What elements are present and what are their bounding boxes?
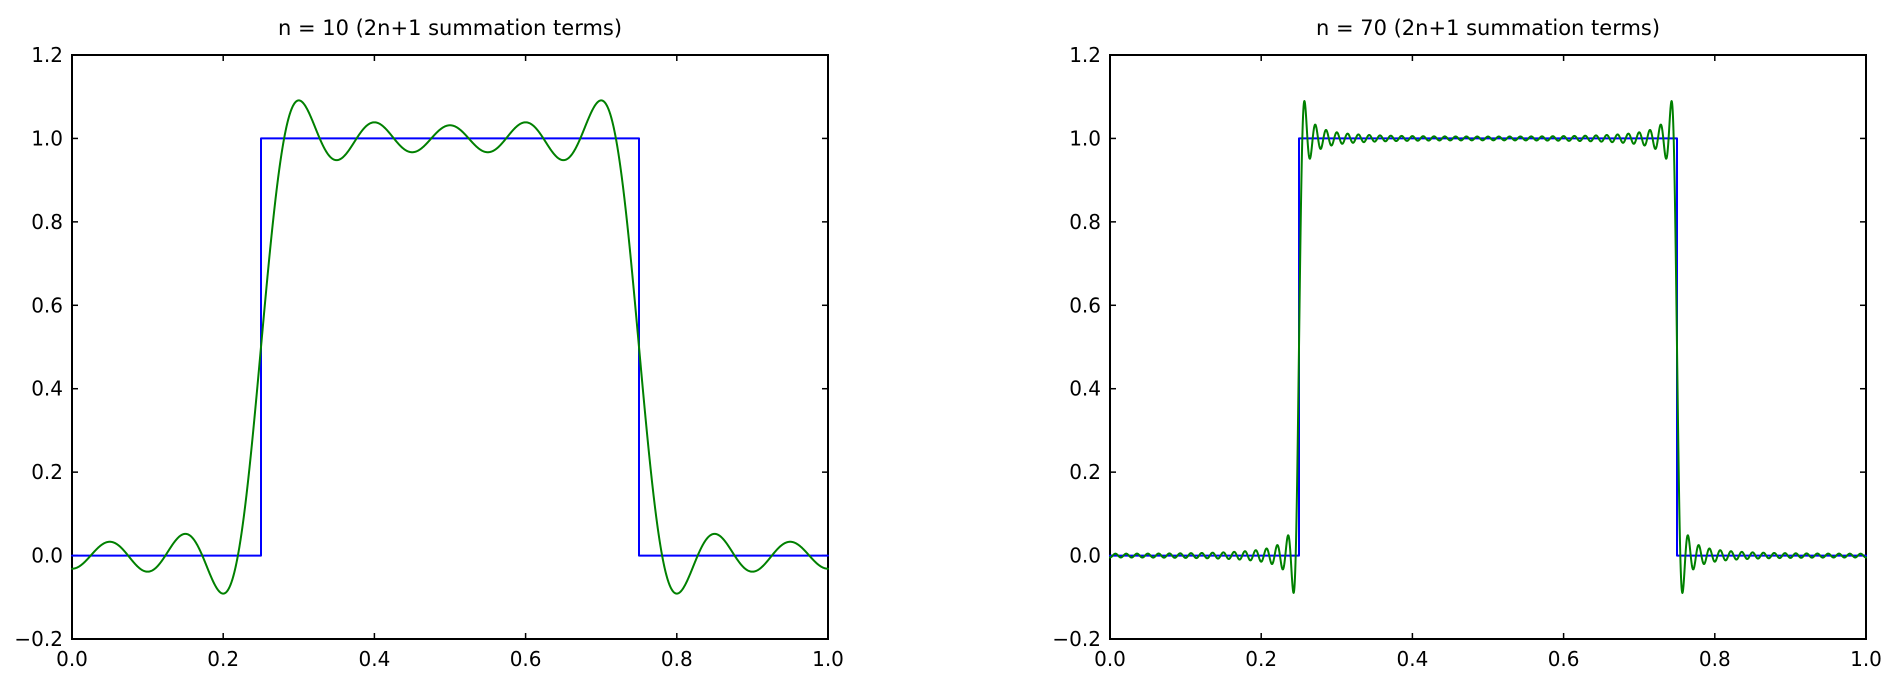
x-tick-label: 0.0 xyxy=(56,647,88,671)
x-tick-label: 0.8 xyxy=(1699,647,1731,671)
y-tick-label: 0.6 xyxy=(1069,293,1101,317)
fourier-partial-sum-line xyxy=(1109,100,1867,594)
fourier-partial-sum-line xyxy=(71,99,829,595)
x-tick-label: 0.0 xyxy=(1094,647,1126,671)
y-tick-label: 0.4 xyxy=(31,377,63,401)
y-tick-label: 1.2 xyxy=(1069,43,1101,67)
y-tick-label: 0.8 xyxy=(1069,210,1101,234)
x-tick-label: 0.8 xyxy=(661,647,693,671)
plot-frame xyxy=(1109,54,1867,640)
x-tick-label: 0.2 xyxy=(207,647,239,671)
y-tick-label: 0.0 xyxy=(31,544,63,568)
x-tick-label: 0.4 xyxy=(1396,647,1428,671)
square-wave-line xyxy=(71,137,829,557)
y-tick-label: 0.6 xyxy=(31,293,63,317)
y-tick-label: −0.2 xyxy=(14,627,63,651)
y-tick-label: 0.0 xyxy=(1069,544,1101,568)
x-tick-label: 1.0 xyxy=(1850,647,1882,671)
x-tick-label: 0.4 xyxy=(358,647,390,671)
left-plot: 0.0 0.2 0.4 0.6 0.8 1.0−0.20.00.20.40.60.81.0… xyxy=(14,43,843,671)
x-tick-label: 0.6 xyxy=(510,647,542,671)
x-tick-label: 0.6 xyxy=(1548,647,1580,671)
y-tick-label: 0.8 xyxy=(31,210,63,234)
y-tick-label: 1.2 xyxy=(31,43,63,67)
x-tick-label: 1.0 xyxy=(812,647,844,671)
y-tick-label: 0.2 xyxy=(31,460,63,484)
y-tick-label: 1.0 xyxy=(1069,126,1101,150)
y-tick-label: 0.4 xyxy=(1069,377,1101,401)
y-tick-label: 0.2 xyxy=(1069,460,1101,484)
x-tick-label: 0.2 xyxy=(1245,647,1277,671)
right-plot: 0.0 0.2 0.4 0.6 0.8 1.0−0.20.00.20.40.60.81.0… xyxy=(1052,43,1881,671)
plot-frame xyxy=(71,54,829,640)
left-plot-title: n = 10 (2n+1 summation terms) xyxy=(277,16,623,40)
y-tick-label: 1.0 xyxy=(31,126,63,150)
square-wave-line xyxy=(1109,137,1867,557)
y-tick-label: −0.2 xyxy=(1052,627,1101,651)
right-plot-title: n = 70 (2n+1 summation terms) xyxy=(1315,16,1661,40)
